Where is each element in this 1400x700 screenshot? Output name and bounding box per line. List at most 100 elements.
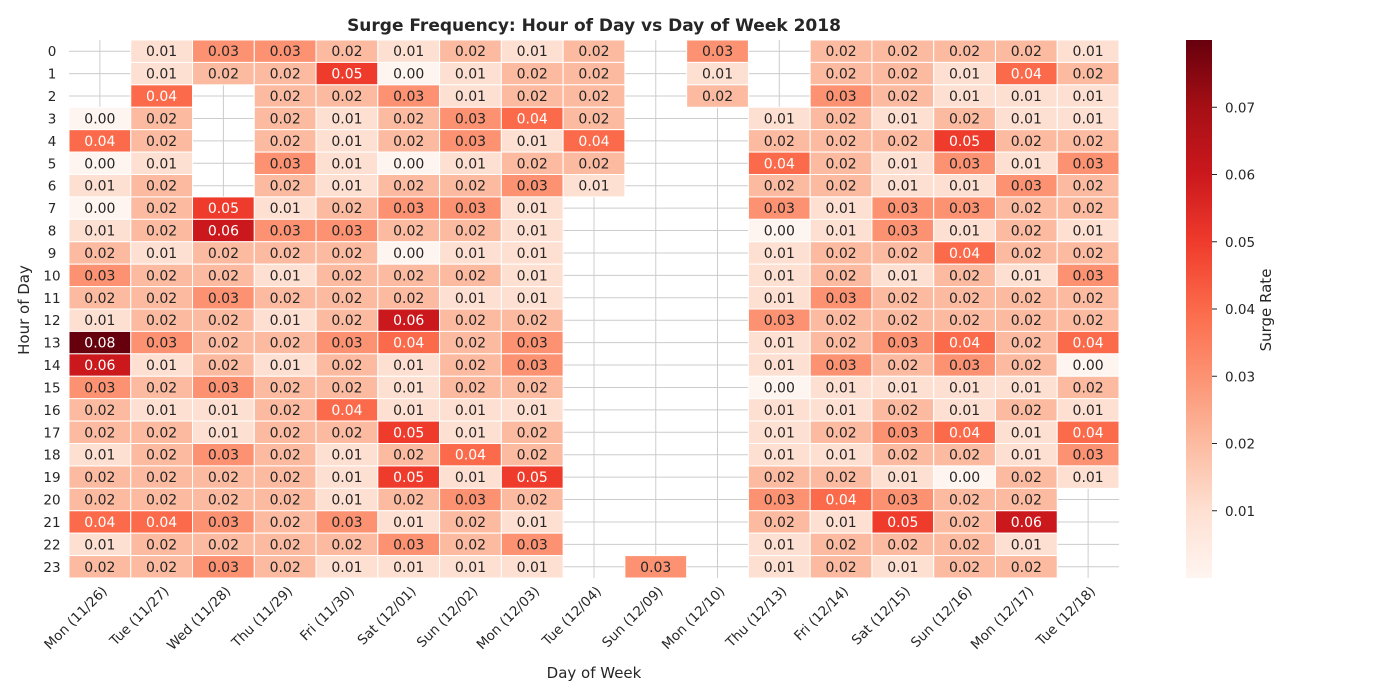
cell-value-label: 0.01: [1011, 425, 1042, 441]
cell-value-label: 0.03: [455, 201, 486, 217]
cell-value-label: 0.02: [1011, 358, 1042, 374]
cell-value-label: 0.01: [1011, 268, 1042, 284]
cell-value-label: 0.04: [393, 336, 424, 352]
cell-value-label: 0.02: [825, 425, 856, 441]
cell-value-label: 0.01: [949, 224, 980, 240]
cell-value-label: 0.02: [517, 156, 548, 172]
cell-value-label: 0.01: [270, 313, 301, 329]
x-tick-label: Fri (12/14): [791, 584, 852, 645]
cell-value-label: 0.02: [208, 470, 239, 486]
cell-value-label: 0.03: [208, 448, 239, 464]
cell-value-label: 0.02: [702, 89, 733, 105]
cell-value-label: 0.00: [764, 224, 795, 240]
cell-value-label: 0.02: [393, 268, 424, 284]
cell-value-label: 0.02: [517, 493, 548, 509]
cell-value-label: 0.03: [825, 291, 856, 307]
cell-value-label: 0.01: [146, 44, 177, 60]
cell-value-label: 0.01: [84, 224, 115, 240]
cell-value-label: 0.03: [1073, 448, 1104, 464]
cell-value-label: 0.02: [208, 268, 239, 284]
cell-value-label: 0.03: [702, 44, 733, 60]
cell-value-label: 0.01: [825, 448, 856, 464]
cell-value-label: 0.01: [578, 179, 609, 195]
cell-value-label: 0.00: [393, 67, 424, 83]
colorbar-tick-label: 0.03: [1225, 369, 1255, 385]
cell-value-label: 0.02: [331, 380, 362, 396]
heatmap-cell: [624, 555, 688, 579]
cell-value-label: 0.02: [887, 291, 918, 307]
x-tick-label: Tue (11/27): [106, 584, 172, 650]
cell-value-label: 0.03: [887, 224, 918, 240]
cell-value-label: 0.02: [146, 493, 177, 509]
colorbar-ticks: 0.01 0.02 0.03 0.04 0.05 0.06 0.07: [1212, 100, 1255, 520]
x-tick-label: Sat (12/01): [355, 584, 420, 649]
cell-value-label: 0.01: [455, 470, 486, 486]
cell-value-label: 0.02: [331, 425, 362, 441]
cell-value-label: 0.02: [825, 313, 856, 329]
cell-value-label: 0.01: [331, 179, 362, 195]
cell-value-label: 0.02: [1011, 403, 1042, 419]
cell-value-label: 0.01: [331, 134, 362, 150]
cell-value-label: 0.02: [208, 67, 239, 83]
cell-value-label: 0.01: [764, 111, 795, 127]
cell-value-label: 0.01: [84, 448, 115, 464]
heatmap-cell: [686, 84, 749, 108]
cell-value-label: 0.02: [949, 268, 980, 284]
cell-value-label: 0.01: [331, 156, 362, 172]
cell-value-label: 0.03: [208, 44, 239, 60]
cell-value-label: 0.01: [270, 268, 301, 284]
x-tick-label: Mon (12/03): [474, 584, 543, 653]
cell-value-label: 0.03: [764, 201, 795, 217]
cell-value-label: 0.02: [331, 246, 362, 262]
cell-value-label: 0.01: [1073, 111, 1104, 127]
cell-value-label: 0.01: [825, 403, 856, 419]
cell-value-label: 0.01: [517, 224, 548, 240]
cell-value-label: 0.01: [146, 67, 177, 83]
cell-value-label: 0.02: [270, 111, 301, 127]
cell-value-label: 0.02: [146, 537, 177, 553]
cell-value-label: 0.03: [825, 358, 856, 374]
cell-value-label: 0.03: [764, 493, 795, 509]
cell-value-label: 0.02: [393, 448, 424, 464]
cell-value-label: 0.02: [1073, 291, 1104, 307]
cell-value-label: 0.04: [146, 89, 177, 105]
cell-value-label: 0.02: [208, 537, 239, 553]
cell-value-label: 0.03: [455, 493, 486, 509]
cell-value-label: 0.01: [517, 134, 548, 150]
cell-value-label: 0.01: [1011, 156, 1042, 172]
cell-value-label: 0.02: [208, 336, 239, 352]
cell-value-label: 0.01: [887, 560, 918, 576]
cell-value-label: 0.02: [887, 537, 918, 553]
cell-value-label: 0.01: [949, 403, 980, 419]
cell-value-label: 0.02: [764, 134, 795, 150]
cell-value-label: 0.02: [825, 560, 856, 576]
y-tick-label: 15: [43, 380, 60, 396]
cell-value-label: 0.01: [517, 268, 548, 284]
cell-value-label: 0.05: [949, 134, 980, 150]
cell-value-label: 0.02: [764, 470, 795, 486]
cell-value-label: 0.03: [764, 313, 795, 329]
cell-value-label: 0.01: [517, 560, 548, 576]
cell-value-label: 0.02: [146, 425, 177, 441]
cell-value-label: 0.01: [825, 224, 856, 240]
cell-value-label: 0.02: [331, 201, 362, 217]
cell-value-label: 0.02: [887, 403, 918, 419]
cell-value-label: 0.02: [517, 425, 548, 441]
cell-value-label: 0.02: [270, 515, 301, 531]
cell-value-label: 0.01: [1011, 89, 1042, 105]
cell-value-label: 0.02: [455, 224, 486, 240]
cell-value-label: 0.03: [208, 560, 239, 576]
cell-value-label: 0.02: [393, 134, 424, 150]
cell-value-label: 0.06: [208, 224, 239, 240]
cell-value-label: 0.02: [949, 111, 980, 127]
cell-value-label: 0.03: [208, 380, 239, 396]
cell-value-label: 0.02: [949, 313, 980, 329]
cell-value-label: 0.05: [887, 515, 918, 531]
cell-value-label: 0.02: [578, 89, 609, 105]
cell-value-label: 0.01: [146, 403, 177, 419]
cell-value-label: 0.02: [455, 515, 486, 531]
y-tick-label: 11: [43, 291, 60, 307]
cell-value-label: 0.01: [331, 470, 362, 486]
y-tick-label: 23: [43, 560, 60, 576]
cell-value-label: 0.02: [517, 313, 548, 329]
